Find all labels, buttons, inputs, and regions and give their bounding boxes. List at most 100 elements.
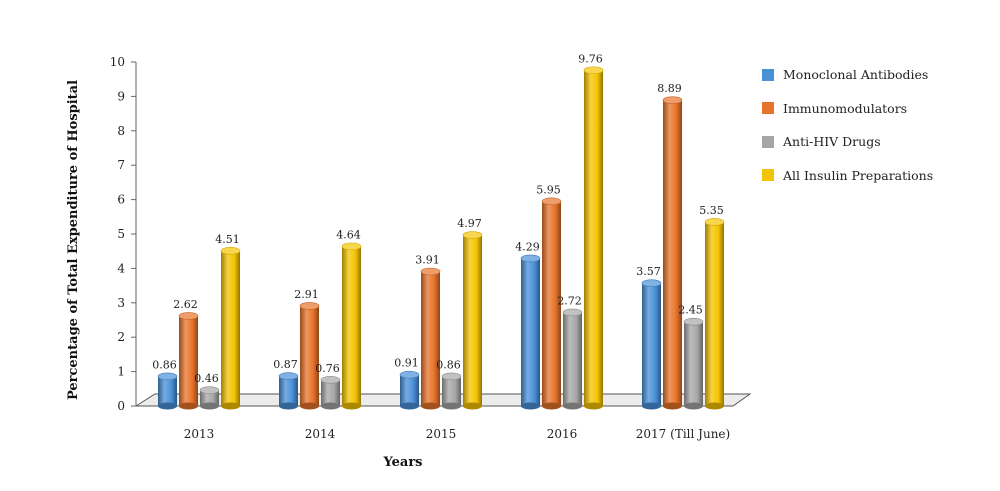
x-tick-label: 2013	[184, 427, 215, 441]
bar-top	[583, 66, 604, 75]
bar-monoclonal-antibodies-2014	[278, 372, 299, 410]
bar-body	[542, 201, 561, 406]
bar-anti-hiv-drugs-2015	[441, 372, 462, 410]
bar-body	[663, 100, 682, 407]
legend-item: All Insulin Preparations	[762, 159, 933, 193]
bar-bottom	[705, 402, 724, 410]
data-label: 2.45	[678, 304, 703, 317]
bar-bottom	[684, 402, 703, 410]
bar-body	[684, 321, 703, 406]
bar-bottom	[400, 402, 419, 410]
bar-body	[221, 250, 240, 406]
x-tick-label: 2014	[305, 427, 336, 441]
legend-swatch	[762, 135, 774, 148]
x-tick-label: 2016	[547, 427, 578, 441]
bar-bottom	[521, 402, 540, 410]
bar-top	[278, 372, 299, 380]
data-label: 0.76	[315, 362, 340, 375]
bar-all-insulin-preparations-2014	[341, 242, 362, 410]
y-tick-label: 3	[117, 296, 125, 310]
bar-bottom	[442, 402, 461, 410]
bar-anti-hiv-drugs-2013	[199, 386, 220, 410]
data-label: 3.91	[415, 253, 440, 266]
bar-top	[562, 308, 583, 317]
bar-bottom	[342, 402, 361, 410]
bar-top	[220, 247, 241, 255]
bar-all-insulin-preparations-2017	[704, 218, 725, 410]
data-label: 4.64	[336, 228, 361, 241]
data-label: 0.86	[152, 358, 177, 371]
y-axis-title: Percentage of Total Expenditure of Hospi…	[66, 80, 81, 400]
bar-all-insulin-preparations-2013	[220, 247, 241, 410]
x-axis-title: Years	[382, 455, 422, 470]
legend-swatch	[762, 68, 774, 81]
data-label: 2.62	[173, 298, 198, 311]
bar-body	[521, 258, 540, 406]
bar-top	[462, 231, 483, 239]
bar-body	[705, 221, 724, 406]
bar-bottom	[279, 402, 298, 410]
bar-top	[541, 197, 562, 206]
data-label: 5.35	[699, 204, 724, 217]
bar-body	[158, 376, 177, 406]
y-tick-label: 10	[110, 55, 125, 69]
bar-body	[200, 390, 219, 406]
bar-body	[421, 271, 440, 406]
legend-label: Immunomodulators	[783, 100, 908, 116]
bar-bottom	[179, 402, 198, 410]
bar-bottom	[321, 402, 340, 410]
bar-bottom	[221, 402, 240, 410]
data-label: 0.91	[394, 357, 419, 370]
data-label: 9.76	[578, 52, 603, 65]
bar-body	[584, 70, 603, 407]
bar-body	[179, 315, 198, 406]
data-label: 8.89	[657, 82, 682, 95]
bar-anti-hiv-drugs-2017	[683, 317, 704, 410]
bar-top	[683, 317, 704, 326]
bar-body	[321, 379, 340, 406]
x-tick-label: 2015	[426, 427, 457, 441]
bar-body	[400, 374, 419, 406]
legend-item: Anti-HIV Drugs	[762, 125, 933, 159]
legend-label: Anti-HIV Drugs	[783, 134, 881, 150]
bar-bottom	[158, 402, 177, 410]
bar-bottom	[584, 402, 603, 410]
bar-bottom	[542, 402, 561, 410]
bar-anti-hiv-drugs-2016	[562, 308, 583, 410]
labels-layer: 0.86 2.62 0.46 4.51 0.87 2.91 0.76 4.64 0.91 3.91…	[152, 52, 724, 385]
bar-top	[662, 96, 683, 104]
x-tick-label: 2017 (Till June)	[636, 427, 730, 441]
bar-bottom	[463, 402, 482, 410]
legend-label: All Insulin Preparations	[783, 167, 934, 183]
bar-top	[420, 267, 441, 276]
y-tick-label: 7	[117, 158, 125, 172]
bar-body	[442, 376, 461, 406]
bar-body	[342, 246, 361, 406]
bar-top	[199, 386, 220, 394]
bar-top	[299, 302, 320, 310]
data-label: 4.97	[457, 217, 482, 230]
bar-bottom	[563, 402, 582, 410]
legend: Monoclonal Antibodies Immunomodulators Ant…	[762, 58, 933, 192]
y-tick-label: 6	[117, 193, 125, 207]
bar-bottom	[300, 402, 319, 410]
data-label: 3.57	[636, 265, 661, 278]
data-label: 0.87	[273, 358, 298, 371]
y-tick-label: 4	[117, 261, 125, 275]
bar-top	[399, 370, 420, 379]
bar-immunomodulators-2013	[178, 312, 199, 410]
legend-label: Monoclonal Antibodies	[783, 67, 929, 83]
bar-immunomodulators-2014	[299, 302, 320, 410]
bar-monoclonal-antibodies-2017	[641, 279, 662, 410]
bar-top	[704, 218, 725, 226]
bar-top	[441, 372, 462, 381]
bar-bottom	[663, 402, 682, 410]
y-tick-label: 2	[117, 330, 125, 344]
legend-swatch	[762, 169, 774, 182]
data-label: 5.95	[536, 183, 561, 196]
bar-body	[279, 376, 298, 406]
y-tick-label: 9	[117, 89, 125, 103]
data-label: 4.29	[515, 240, 540, 253]
bar-top	[341, 242, 362, 251]
